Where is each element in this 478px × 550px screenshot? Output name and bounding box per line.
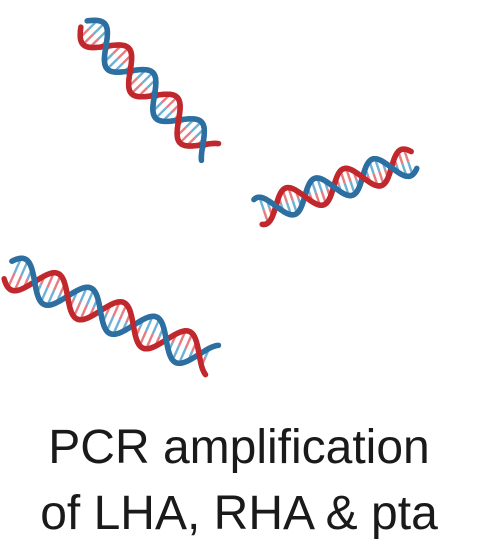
dna-backbone-strand — [329, 182, 337, 190]
dna-backbone-strand — [358, 173, 366, 181]
dna-backbone-strand — [273, 203, 281, 211]
dna-backbone-strand — [64, 291, 71, 300]
dna-backbone-strand — [406, 148, 414, 155]
dna-helix-icon-bottom-left — [1, 255, 222, 378]
dna-backbone-strand — [196, 351, 203, 360]
dna-backbone-strand — [97, 306, 104, 316]
caption-line-2: of LHA, RHA & pta — [40, 487, 438, 540]
dna-backbone-strand — [163, 335, 170, 344]
dna-backbone-strand — [300, 192, 308, 200]
dna-backbone-strand — [1, 276, 8, 284]
dna-backbone-strand — [387, 163, 395, 171]
dna-helix-icon-top — [77, 17, 222, 164]
dna-backbone-strand — [31, 278, 38, 287]
dna-backbone-strand — [130, 322, 137, 331]
dna-helix-icon-right — [251, 146, 420, 228]
caption-line-1: PCR amplification — [48, 421, 430, 474]
dna-illustration — [1, 17, 420, 378]
